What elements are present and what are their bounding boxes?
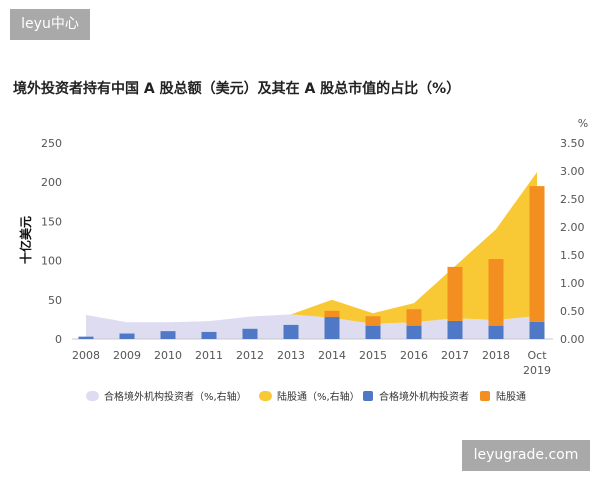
legend-swatch <box>363 391 373 401</box>
y-tick-label: 50 <box>48 294 62 307</box>
watermark-top-left: leyu中心 <box>10 9 90 40</box>
watermark-bottom-right: leyugrade.com <box>462 440 590 471</box>
x-tick-label: 2010 <box>154 349 182 362</box>
legend-swatch <box>259 391 272 401</box>
y-tick-label: 200 <box>41 176 62 189</box>
x-tick-label: 2016 <box>400 349 428 362</box>
x-tick-label: 2011 <box>195 349 223 362</box>
y2-tick-label: 2.50 <box>560 193 585 206</box>
y2-tick-label: 3.50 <box>560 137 585 150</box>
y-tick-label: 100 <box>41 255 62 268</box>
x-tick-label: 2012 <box>236 349 264 362</box>
y2-tick-label: 1.00 <box>560 277 585 290</box>
stock-connect-pct-area <box>86 172 537 324</box>
y2-tick-label: 1.50 <box>560 249 585 262</box>
stock-connect-bar-7 <box>365 316 381 326</box>
qfii-pct-area <box>86 314 537 339</box>
legend-item-stock-connect-bar: 陆股通 <box>480 390 526 403</box>
qfii-bar-1 <box>119 333 135 339</box>
qfii-bar-9 <box>447 320 463 339</box>
y2-tick-label: 3.00 <box>560 165 585 178</box>
qfii-bar-0 <box>78 336 94 339</box>
x-tick-label: Oct 2019 <box>523 349 551 377</box>
legend-label: 合格境外机构投资者 <box>379 390 469 403</box>
qfii-bar-11 <box>529 321 545 339</box>
legend-swatch <box>86 391 99 401</box>
qfii-bar-7 <box>365 325 381 339</box>
legend-item-qfii-bar: 合格境外机构投资者 <box>363 390 469 403</box>
y2-tick-label: 0.00 <box>560 333 585 346</box>
legend-item-qfii-pct-area: 合格境外机构投资者（%,右轴） <box>86 390 247 403</box>
y-axis-label: 十亿美元 <box>18 216 33 264</box>
qfii-bar-3 <box>201 331 217 339</box>
chart-title: 境外投资者持有中国 A 股总额（美元）及其在 A 股总市值的占比（%） <box>13 81 461 97</box>
legend-label: 合格境外机构投资者（%,右轴） <box>104 390 247 403</box>
qfii-bar-8 <box>406 325 422 339</box>
x-tick-label: 2014 <box>318 349 346 362</box>
x-tick-label: 2008 <box>72 349 100 362</box>
qfii-bar-5 <box>283 324 299 339</box>
x-tick-label: 2009 <box>113 349 141 362</box>
legend-label: 陆股通（%,右轴） <box>277 390 360 403</box>
legend-item-stock-connect-pct-area: 陆股通（%,右轴） <box>259 390 360 403</box>
qfii-bar-2 <box>160 331 176 339</box>
y2-tick-label: 2.00 <box>560 221 585 234</box>
x-tick-label: 2018 <box>482 349 510 362</box>
stock-connect-bar-8 <box>406 309 422 326</box>
x-tick-label: 2015 <box>359 349 387 362</box>
qfii-bar-group <box>78 317 545 339</box>
qfii-bar-6 <box>324 317 340 339</box>
x-tick-label: 2017 <box>441 349 469 362</box>
y2-tick-label: 0.50 <box>560 305 585 318</box>
legend-swatch <box>480 391 490 401</box>
y2-axis-label: % <box>578 117 588 130</box>
legend-label: 陆股通 <box>496 390 526 403</box>
y-tick-label: 250 <box>41 137 62 150</box>
stock-connect-bar-6 <box>324 310 340 318</box>
y-tick-label: 150 <box>41 215 62 228</box>
y-tick-label: 0 <box>55 333 62 346</box>
stock-connect-bar-9 <box>447 266 463 321</box>
stock-connect-bar-10 <box>488 259 504 326</box>
qfii-bar-10 <box>488 325 504 339</box>
stock-connect-bar-group <box>324 186 545 326</box>
x-tick-label: 2013 <box>277 349 305 362</box>
qfii-bar-4 <box>242 328 258 339</box>
stock-connect-bar-11 <box>529 186 545 322</box>
